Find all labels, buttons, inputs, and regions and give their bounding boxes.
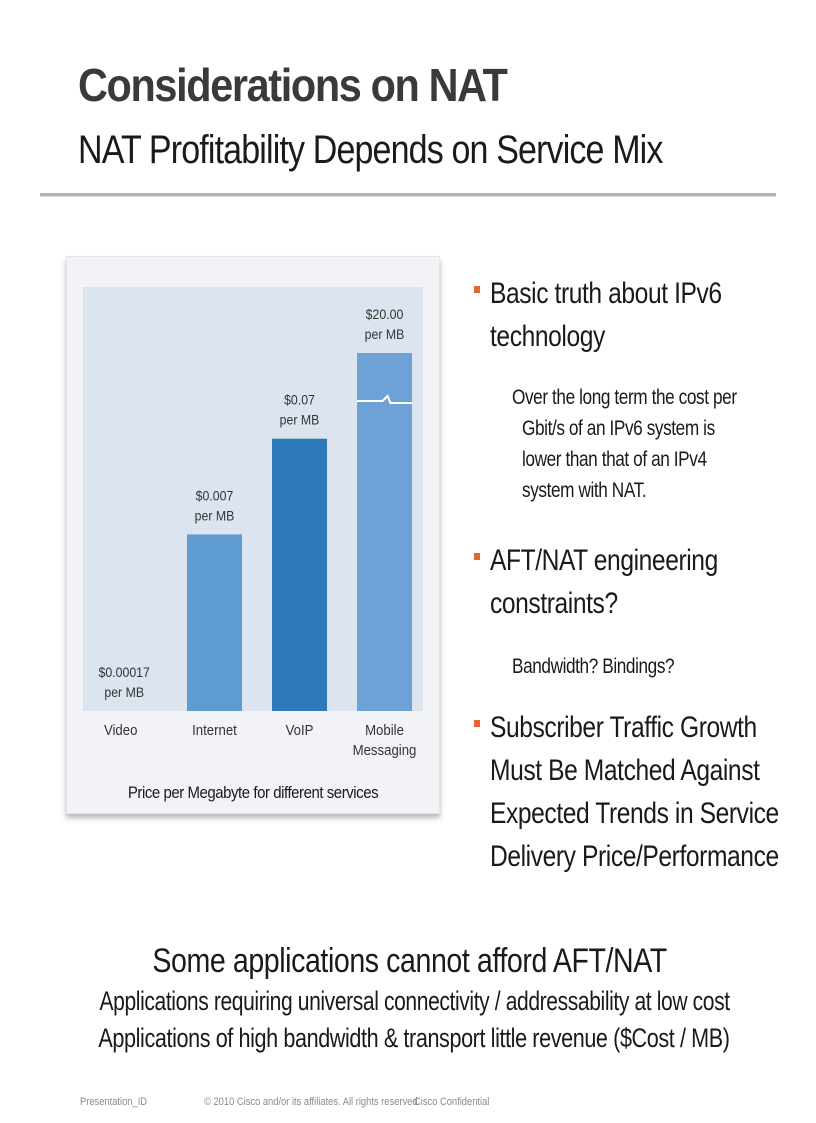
bullet-text-line: technology: [490, 320, 605, 353]
bullet-sub-line: Gbit/s of an IPv6 system is: [522, 417, 715, 440]
bottom-heading: Some applications cannot afford AFT/NAT: [152, 942, 667, 980]
footer-confidential: Cisco Confidential: [414, 1096, 490, 1108]
bar-value-label: per MB: [365, 326, 405, 342]
bullet-marker: [474, 720, 480, 727]
bar-value-label: $0.07: [284, 392, 315, 408]
bar-value-label: per MB: [104, 684, 144, 700]
bottom-line-2: Applications of high bandwidth & transpo…: [98, 1023, 730, 1053]
chart-caption: Price per Megabyte for different service…: [127, 783, 379, 802]
bullet-text-line: AFT/NAT engineering: [490, 544, 718, 577]
bullet-sub-line: system with NAT.: [522, 479, 647, 502]
category-label: VoIP: [286, 721, 314, 738]
slide-subtitle: NAT Profitability Depends on Service Mix: [78, 128, 663, 172]
bar-value-label: per MB: [280, 412, 320, 428]
bar-voip: [272, 438, 327, 711]
slide-title: Considerations on NAT: [78, 59, 508, 111]
bullet-text-line: Subscriber Traffic Growth: [490, 711, 757, 744]
bar-value-label: per MB: [195, 508, 235, 524]
title-divider-shadow: [40, 196, 776, 197]
bullet-text-line: Expected Trends in Service: [490, 797, 779, 830]
bottom-line-1: Applications requiring universal connect…: [99, 986, 731, 1016]
title-divider: [40, 193, 776, 196]
category-label: Mobile: [365, 721, 404, 738]
price-chart-card: $0.00017 per MB Video $0.007 per MB Internet $…: [66, 256, 440, 814]
bullet-text-line: Must Be Matched Against: [490, 754, 760, 787]
bullet-text-line: Basic truth about IPv6: [490, 277, 722, 310]
bar-internet: [187, 534, 242, 711]
category-label: Messaging: [353, 741, 417, 758]
bullet-text-line: constraints?: [490, 587, 618, 620]
bar-value-label: $20.00: [366, 306, 404, 322]
bullet-sub-line: lower than that of an IPv4: [522, 448, 707, 471]
bullet-sub-line: Over the long term the cost per: [512, 386, 737, 409]
bar-value-label: $0.007: [196, 488, 234, 504]
category-label: Internet: [192, 721, 237, 738]
price-bar-chart: $0.00017 per MB Video $0.007 per MB Internet $…: [83, 287, 423, 758]
bullet-marker: [474, 553, 480, 560]
bullet-marker: [474, 286, 480, 293]
bar-value-label: $0.00017: [99, 664, 150, 680]
bullet-text-line: Delivery Price/Performance: [490, 840, 779, 873]
category-label: Video: [104, 721, 138, 738]
bar-mobile-messaging: [357, 353, 412, 711]
axis-break-mark: [357, 394, 412, 404]
footer-presentation-id: Presentation_ID: [80, 1096, 148, 1108]
bullet-sub-line: Bandwidth? Bindings?: [512, 655, 675, 678]
footer-copyright: © 2010 Cisco and/or its affiliates. All …: [204, 1096, 421, 1108]
